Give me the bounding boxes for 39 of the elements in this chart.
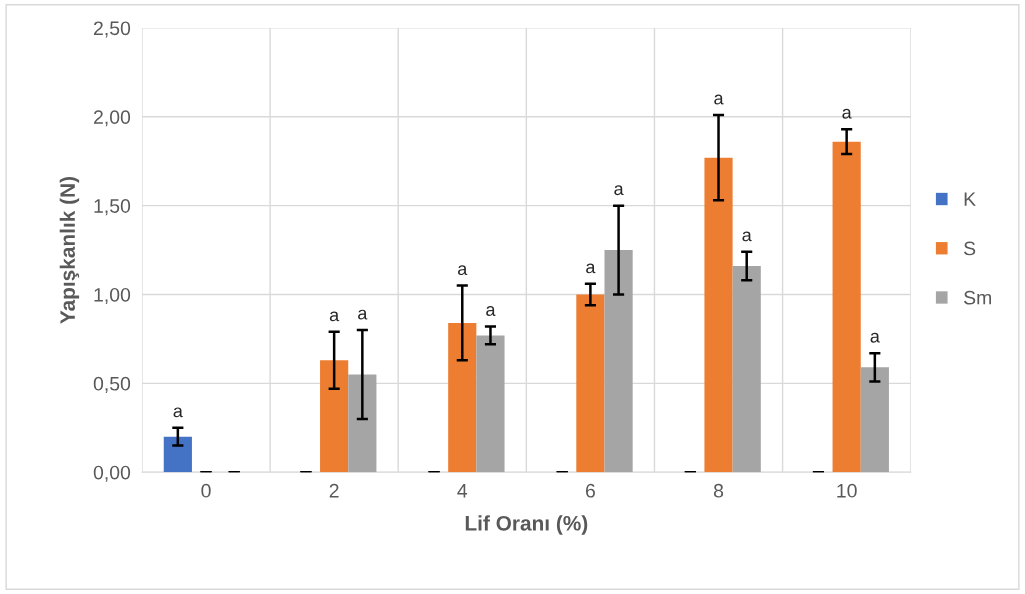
data-label: a [358, 309, 368, 320]
bar [448, 322, 477, 473]
x-tick-label: 2 [329, 483, 339, 498]
x-tick-label: 0 [201, 483, 211, 498]
bar [832, 141, 861, 473]
data-label: a [742, 231, 752, 242]
legend-label: K [964, 192, 976, 206]
data-label: a [458, 265, 468, 276]
x-tick-label: 8 [713, 483, 724, 498]
bar [476, 335, 505, 473]
data-label: a [614, 185, 624, 196]
bar [348, 374, 377, 473]
x-tick-label: 10 [837, 483, 857, 498]
bar [576, 294, 605, 473]
legend-label: Sm [964, 290, 992, 305]
data-label: a [486, 306, 496, 316]
y-tick-label: 1,00 [94, 287, 131, 305]
y-tick-label: 2,00 [93, 110, 131, 127]
data-label: a [870, 332, 880, 343]
y-tick-label: 2,50 [93, 21, 131, 38]
y-tick-label: 1,50 [94, 199, 131, 216]
y-tick-label: 0,00 [93, 465, 131, 482]
legend-label: S [964, 241, 976, 256]
x-tick-label: 6 [585, 483, 595, 498]
data-label: a [329, 311, 340, 322]
bar [860, 367, 889, 473]
data-label: a [842, 108, 852, 119]
bar [604, 250, 633, 473]
x-tick-label: 4 [457, 484, 468, 498]
bar [163, 436, 192, 473]
y-axis-title: Yapışkanlık (N) [59, 177, 80, 324]
bar [732, 266, 761, 473]
data-label: a [173, 407, 183, 418]
bar [320, 360, 349, 473]
data-label: a [586, 263, 596, 274]
data-label: a [714, 94, 724, 105]
bar [704, 157, 733, 473]
x-axis-title: Lif Oranı (%) [465, 515, 588, 535]
y-tick-label: 0,50 [93, 376, 131, 393]
